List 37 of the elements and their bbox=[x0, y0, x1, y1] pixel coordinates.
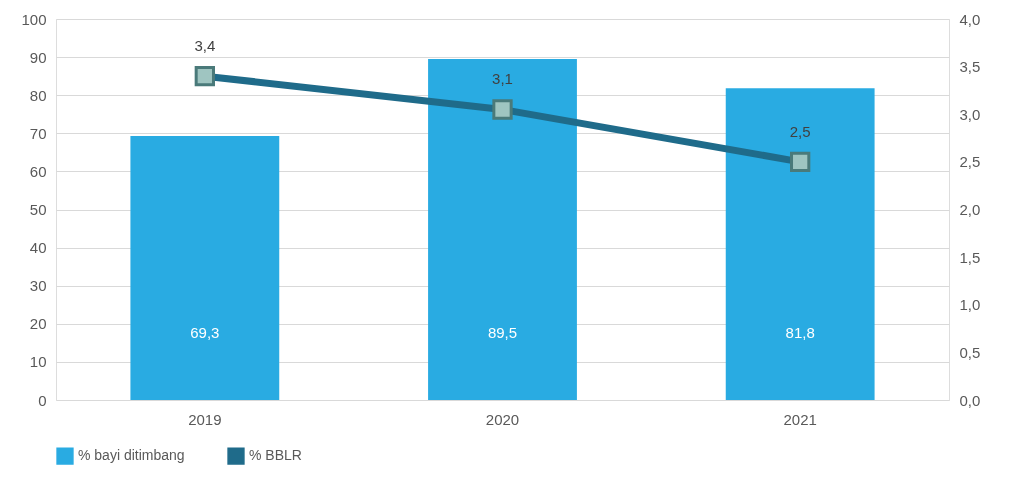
y2-tick-label: 1,5 bbox=[959, 248, 981, 266]
data-label: 3,1 bbox=[492, 70, 513, 88]
y-tick-label: 50 bbox=[29, 201, 47, 218]
y2-tick-label: 0,0 bbox=[959, 391, 981, 409]
data-label: 81,8 bbox=[785, 324, 815, 341]
legend-label: % bayi ditimbang bbox=[78, 447, 185, 464]
y-tick-label: 90 bbox=[29, 48, 47, 66]
y2-tick-label: 4,0 bbox=[959, 10, 981, 28]
y-tick-label: 40 bbox=[29, 239, 47, 257]
point bbox=[492, 99, 513, 120]
y2-tick-label: 0,5 bbox=[959, 343, 981, 361]
y-tick-label: 60 bbox=[29, 162, 47, 180]
y-tick-label: 100 bbox=[21, 10, 47, 28]
y2-tick-label: 1,0 bbox=[959, 296, 981, 314]
y-tick-label: 70 bbox=[29, 124, 47, 142]
x-tick-label: 2019 bbox=[188, 410, 222, 428]
data-label: 89,5 bbox=[487, 324, 518, 341]
y2-tick-label: 3,5 bbox=[959, 58, 981, 76]
y-tick-label: 80 bbox=[29, 86, 47, 104]
bar bbox=[428, 59, 577, 400]
data-label: 69,3 bbox=[190, 324, 220, 341]
y-tick-label: 0 bbox=[38, 391, 47, 409]
y2-tick-label: 3,0 bbox=[959, 105, 981, 123]
data-label: 3,4 bbox=[194, 37, 216, 55]
x-tick-label: 2021 bbox=[783, 410, 817, 428]
bar bbox=[130, 135, 280, 400]
legend-label: % BBLR bbox=[249, 447, 302, 464]
y-tick-label: 10 bbox=[29, 353, 47, 371]
bar bbox=[725, 88, 875, 400]
y2-tick-label: 2,0 bbox=[959, 201, 981, 218]
data-label: 2,5 bbox=[789, 122, 811, 140]
point bbox=[194, 65, 215, 87]
point bbox=[790, 151, 811, 173]
x-tick-label: 2020 bbox=[485, 410, 520, 428]
y-tick-label: 20 bbox=[29, 315, 47, 333]
y-tick-label: 30 bbox=[29, 277, 47, 295]
y2-tick-label: 2,5 bbox=[959, 153, 981, 171]
